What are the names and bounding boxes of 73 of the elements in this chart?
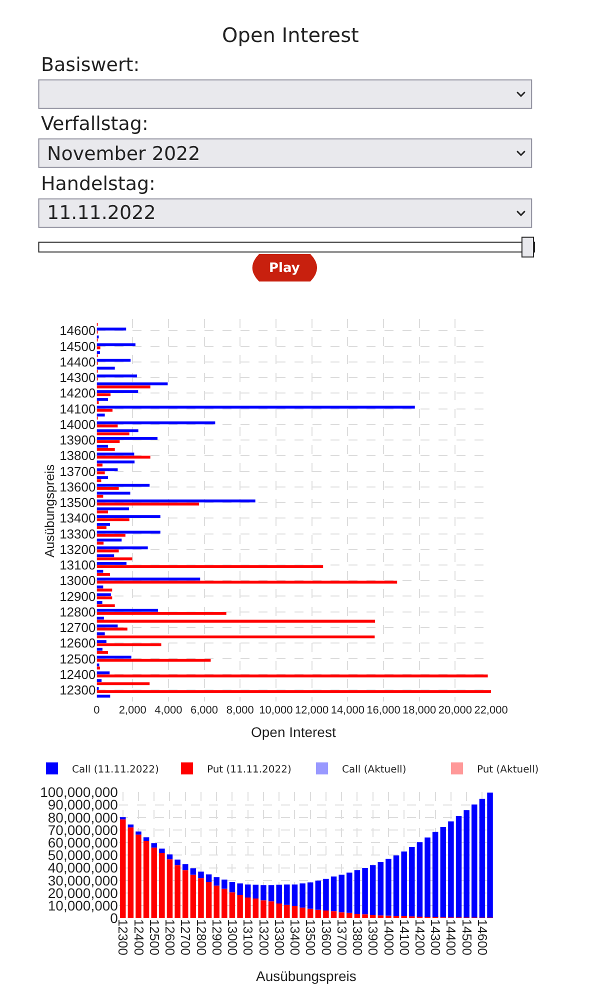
y-tick-label: 14000: [60, 416, 96, 432]
x-tick-label: 13600: [318, 919, 334, 956]
y-tick-label: 13600: [60, 479, 96, 494]
x-tick-label: 12400: [131, 919, 146, 956]
x-tick-label: 14300: [428, 919, 444, 956]
x-tick-label: 12,000: [294, 704, 329, 717]
x-tick-label: 16,000: [366, 704, 400, 717]
x-tick-label: 14100: [396, 919, 412, 956]
x-tick-label: 6,000: [190, 704, 218, 717]
text: November 2022: [47, 143, 200, 165]
y-tick-label: 12900: [60, 588, 96, 604]
text: Verfallstag:: [41, 113, 148, 135]
y-tick-label: 13300: [60, 526, 96, 542]
y-tick-label: 13800: [60, 448, 96, 464]
y-tick-label: 13100: [60, 558, 96, 573]
y-tick-label: 13900: [60, 432, 96, 448]
x-tick-label: 12700: [178, 919, 194, 956]
x-axis-title: Open Interest: [251, 724, 336, 740]
chart-title: Open Interest: [222, 23, 360, 47]
y-tick-label: 13000: [60, 573, 96, 588]
x-tick-label: 13700: [334, 919, 350, 956]
y-tick-label: 14300: [60, 370, 96, 386]
x-tick-label: 12900: [209, 919, 224, 956]
x-tick-label: 22,000: [474, 704, 508, 717]
x-tick-label: 14500: [459, 919, 474, 956]
x-tick-label: 14,000: [330, 704, 364, 717]
x-tick-label: 14400: [444, 919, 459, 956]
y-tick-label: 13200: [60, 542, 96, 557]
x-tick-label: 13500: [303, 919, 318, 956]
x-tick-label: 12800: [194, 919, 209, 956]
y-tick-label: 14600: [60, 323, 96, 338]
x-tick-label: 4,000: [154, 704, 182, 717]
legend-label: Put (Aktuell): [476, 764, 539, 776]
x-tick-label: 14000: [381, 919, 396, 956]
x-tick-label: 13300: [272, 919, 287, 956]
text: Basiswert:: [41, 54, 140, 76]
x-tick-label: 12600: [162, 919, 178, 956]
text: Play: [269, 261, 300, 276]
x-tick-label: 13100: [240, 919, 256, 956]
x-tick-label: 13800: [350, 919, 365, 956]
y-tick-label: 13500: [60, 495, 96, 510]
y-axis-title: Ausübungspreis: [42, 464, 57, 558]
x-axis-title: Ausübungspreis: [256, 968, 356, 984]
y-tick-label: 14200: [60, 386, 96, 401]
y-tick-label: 12700: [60, 620, 96, 636]
y-tick-label: 12400: [60, 666, 96, 682]
legend-label: Call (Aktuell): [342, 764, 406, 776]
x-tick-label: 10,000: [259, 704, 293, 717]
legend-label: Put (11.11.2022): [206, 764, 292, 776]
y-tick-label: 12500: [60, 651, 96, 666]
y-tick-label: 13700: [60, 464, 96, 479]
y-tick-label: 14400: [60, 354, 96, 370]
y-tick-label: 100,000,000: [40, 784, 118, 800]
y-tick-label: 13400: [60, 510, 96, 526]
x-tick-label: 12500: [146, 919, 162, 956]
text: Handelstag:: [41, 173, 156, 195]
x-tick-label: 13400: [288, 919, 302, 956]
y-tick-label: 12800: [60, 604, 96, 620]
legend-label: Call (11.11.2022): [72, 764, 159, 776]
x-tick-label: 8,000: [226, 704, 254, 717]
y-tick-label: 14500: [60, 338, 96, 354]
y-tick-label: 12300: [60, 682, 96, 698]
y-tick-label: 14100: [60, 401, 96, 416]
text: 11.11.2022: [47, 202, 156, 224]
x-tick-label: 18,000: [402, 704, 436, 717]
x-tick-label: 13000: [225, 919, 240, 956]
x-tick-label: 2,000: [118, 704, 146, 717]
y-tick-label: 12600: [60, 636, 96, 651]
x-tick-label: 14200: [412, 919, 428, 956]
x-tick-label: 14600: [474, 919, 490, 956]
x-tick-label: 13200: [256, 919, 272, 956]
x-tick-label: 13900: [366, 919, 381, 956]
x-tick-label: 20,000: [438, 704, 472, 717]
